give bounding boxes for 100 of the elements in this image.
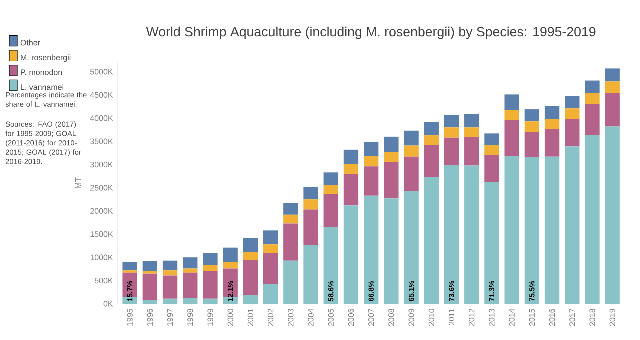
x-tick-label: 2005 bbox=[328, 309, 334, 326]
bar bbox=[364, 156, 379, 167]
bar bbox=[304, 200, 318, 210]
x-tick-label: 2006 bbox=[348, 309, 354, 326]
bar bbox=[344, 174, 359, 206]
bar bbox=[243, 260, 258, 296]
bar bbox=[324, 185, 338, 194]
bar bbox=[263, 230, 278, 245]
bar bbox=[364, 196, 379, 304]
bar bbox=[122, 262, 138, 271]
y-tick-label: 2000K bbox=[90, 208, 114, 214]
bar bbox=[404, 130, 419, 146]
bar bbox=[424, 122, 439, 136]
x-tick-label: 2018 bbox=[590, 309, 596, 326]
bar bbox=[142, 271, 158, 274]
bar bbox=[324, 226, 338, 304]
bar bbox=[484, 182, 500, 304]
x-tick-label: 2001 bbox=[248, 309, 254, 326]
x-tick-label: 2016 bbox=[549, 309, 556, 326]
y-tick-label: 3000K bbox=[90, 162, 114, 168]
bar bbox=[484, 145, 500, 156]
bar bbox=[384, 162, 399, 199]
y-tick-label: 1000K bbox=[90, 254, 114, 260]
bar bbox=[605, 82, 620, 94]
bar bbox=[444, 115, 460, 128]
bar bbox=[162, 270, 178, 276]
y-tick-label: 4000K bbox=[90, 116, 114, 122]
bar bbox=[424, 177, 439, 304]
chart-title: World Shrimp Aquaculture (including M. rosenbergii) by Species: 1995-2019 bbox=[146, 26, 596, 40]
bar bbox=[203, 271, 218, 299]
bar bbox=[504, 120, 520, 156]
bar bbox=[324, 194, 338, 227]
bar bbox=[243, 238, 258, 252]
bar bbox=[183, 272, 198, 298]
bar bbox=[585, 135, 600, 304]
bar bbox=[504, 94, 520, 110]
x-tick-label: 2003 bbox=[288, 309, 294, 326]
bar bbox=[444, 128, 460, 138]
y-tick-label: 5000K bbox=[90, 69, 114, 75]
bar bbox=[404, 146, 419, 157]
x-tick-label: 2013 bbox=[489, 309, 495, 326]
x-tick-label: 2012 bbox=[469, 309, 475, 326]
bar bbox=[183, 298, 198, 304]
x-tick-label: 2004 bbox=[308, 308, 314, 326]
legend-label: P. monodon bbox=[21, 69, 62, 76]
bar bbox=[585, 80, 600, 94]
bar bbox=[464, 114, 480, 128]
bar bbox=[304, 210, 318, 246]
bar bbox=[162, 298, 178, 304]
legend-label: L. vannamei bbox=[21, 84, 64, 90]
bar bbox=[544, 156, 560, 304]
bar bbox=[263, 253, 278, 285]
x-tick-label: 1999 bbox=[208, 309, 214, 326]
x-tick-label: 1995 bbox=[127, 309, 133, 326]
bar bbox=[565, 146, 580, 304]
bar bbox=[284, 224, 298, 261]
bar bbox=[464, 166, 480, 304]
bar bbox=[524, 122, 540, 132]
bar bbox=[344, 150, 359, 164]
bar bbox=[524, 157, 540, 304]
x-tick-label: 2000 bbox=[228, 309, 234, 326]
x-tick-label: 2014 bbox=[509, 308, 515, 326]
bar bbox=[585, 104, 600, 136]
bar bbox=[404, 191, 419, 304]
bar bbox=[384, 136, 399, 152]
bar bbox=[544, 106, 560, 120]
y-tick-label: 3500K bbox=[90, 138, 114, 144]
bar bbox=[284, 260, 298, 304]
bar bbox=[243, 295, 258, 304]
bar bbox=[544, 129, 560, 157]
bar bbox=[344, 206, 359, 304]
bar bbox=[142, 300, 158, 304]
bar bbox=[605, 93, 620, 127]
bar bbox=[183, 268, 198, 273]
bar bbox=[243, 252, 258, 260]
bar bbox=[565, 119, 580, 147]
bar bbox=[565, 96, 580, 109]
bar bbox=[263, 244, 278, 254]
bar bbox=[223, 248, 238, 262]
bar bbox=[464, 137, 480, 166]
bar bbox=[404, 156, 419, 192]
bar bbox=[424, 136, 439, 146]
bar bbox=[504, 156, 520, 304]
bar bbox=[304, 245, 318, 304]
x-tick-label: 2009 bbox=[408, 309, 414, 326]
bar bbox=[284, 203, 298, 215]
bar bbox=[364, 142, 379, 156]
bar bbox=[384, 198, 399, 304]
bar bbox=[284, 214, 298, 224]
bar bbox=[585, 93, 600, 104]
x-tick-label: 2002 bbox=[268, 309, 274, 326]
bar bbox=[565, 108, 580, 120]
bar bbox=[364, 166, 379, 196]
bar bbox=[142, 274, 158, 300]
y-tick-label: 2500K bbox=[90, 185, 114, 191]
legend-label: M. rosenbergii bbox=[21, 54, 71, 62]
y-tick-label: 500K bbox=[94, 278, 114, 284]
bar bbox=[203, 253, 218, 266]
bar bbox=[524, 110, 540, 122]
y-tick-label: 1500K bbox=[90, 232, 114, 238]
